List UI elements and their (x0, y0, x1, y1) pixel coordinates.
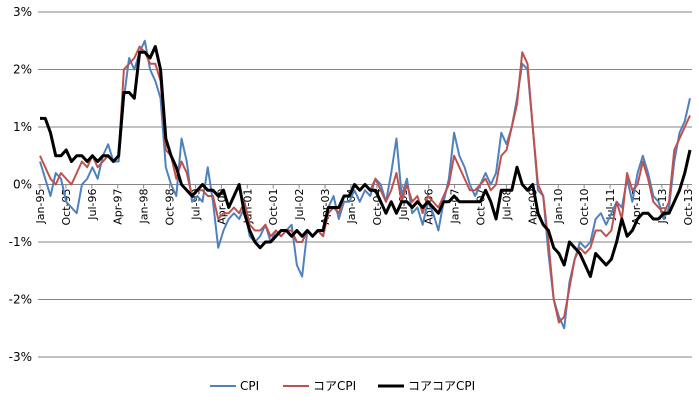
x-tick-label: Oct-95 (60, 189, 73, 226)
y-tick-label: -2% (9, 293, 32, 307)
x-tick-label: Oct-01 (267, 189, 280, 226)
y-tick-label: 3% (13, 5, 32, 19)
x-tick-label: Jan-10 (552, 189, 565, 225)
x-tick-label: Jul-08 (500, 189, 513, 221)
x-tick-label: Oct-07 (474, 189, 487, 226)
y-tick-label: -3% (9, 350, 32, 364)
legend: CPI コアCPI コアコアCPI (210, 379, 475, 393)
x-tick-label: Oct-98 (164, 189, 177, 226)
series-line-2 (40, 45, 692, 278)
y-tick-label: -1% (9, 235, 32, 249)
y-axis-tick-labels: 3% 2% 1% 0% -1% -2% -3% (9, 5, 32, 364)
x-tick-label: Oct-04 (371, 189, 384, 226)
x-tick-label: Apr-97 (112, 189, 125, 225)
legend-label: コアCPI (313, 379, 356, 393)
y-tick-label: 1% (13, 120, 32, 134)
x-tick-label: Jan-98 (138, 189, 151, 225)
legend-label: CPI (240, 379, 259, 393)
x-tick-label: Oct-10 (578, 189, 591, 226)
x-axis-tick-labels: Jan-95 Oct-95 Jul-96 Apr-97 Jan-98 Oct-98 Jul-… (34, 189, 695, 226)
series-lines (39, 39, 692, 330)
legend-label: コアコアCPI (408, 379, 475, 393)
x-tick-label: Jan-07 (449, 189, 462, 225)
x-tick-label: Oct-13 (682, 189, 695, 226)
y-tick-label: 0% (13, 178, 32, 192)
x-tick-label: Jul-02 (293, 189, 306, 221)
y-tick-label: 2% (13, 63, 32, 77)
x-tick-label: Jan-95 (34, 189, 47, 225)
x-tick-label: Jul-96 (86, 189, 99, 221)
